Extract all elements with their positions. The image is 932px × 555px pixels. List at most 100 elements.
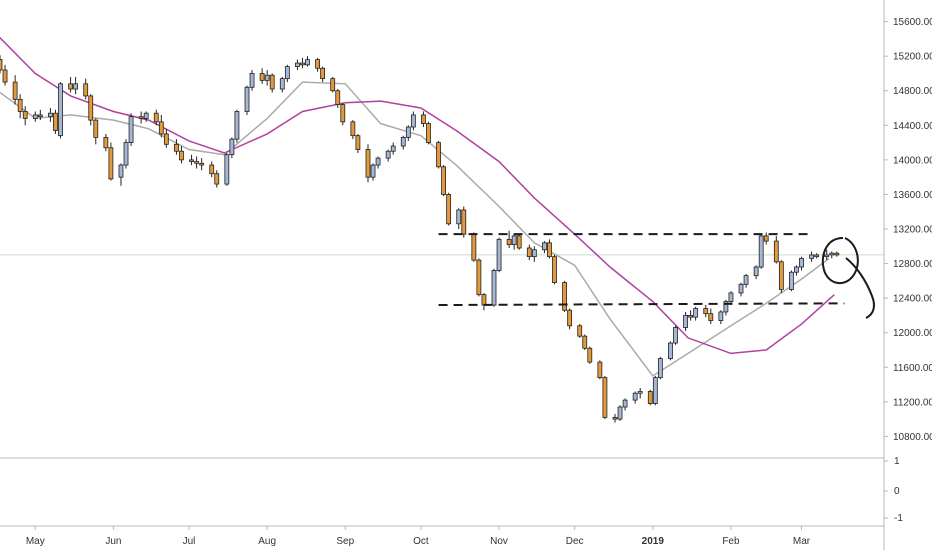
candle-body [158,121,164,135]
candle-body [753,266,759,277]
candle [12,75,18,105]
candle [547,239,552,259]
candle [249,69,255,91]
candle-body [128,116,134,143]
candle-body [264,74,270,81]
candle-body [693,308,699,318]
candle [103,133,109,152]
candle [189,154,194,166]
price-tick-label: 14400.00 [893,121,932,132]
price-tick-label: 14000.00 [893,155,932,166]
candle-body [587,347,593,363]
candle [728,291,734,306]
candle [138,111,144,124]
candle [163,128,169,148]
candle [668,341,673,361]
sub-panel-tick-label: 0 [894,486,900,497]
candle-body [385,150,391,159]
candle [118,163,124,186]
price-tick-label: 12000.00 [893,328,932,339]
candle-body [657,358,663,379]
candle [456,208,462,229]
candle-body [506,238,512,245]
candle [753,265,759,280]
candle-body [118,164,124,178]
candle [269,73,275,93]
candle [158,114,164,138]
candle [199,158,205,171]
candle-body [688,315,694,318]
candle [17,94,23,119]
candles [0,55,840,423]
candle-body [295,62,300,67]
candle-body [562,282,567,311]
candle [350,120,356,140]
candle-body [340,104,346,123]
candle-body [320,67,326,80]
candle [370,163,376,181]
candle-body [446,194,452,225]
candle [587,346,593,364]
candle-body [814,254,820,258]
candle [778,260,784,293]
candle-body [234,111,240,140]
candle-body [123,142,129,166]
candle-body [269,74,275,90]
time-tick-label: 2019 [642,536,665,547]
candle [400,135,406,150]
candle [657,356,663,380]
candle-body [773,240,779,263]
candle-body [471,233,477,261]
candle [426,121,431,145]
candle-body [224,154,230,185]
candle [446,192,452,226]
candle [718,310,724,325]
candle-body [743,275,749,285]
sub-panel-axis: 1 0 -1 [884,456,903,524]
candle-body [370,164,376,178]
candle [652,375,658,406]
candle-body [37,114,43,118]
candle [562,280,567,312]
candle-body [668,342,673,360]
price-tick-label: 12400.00 [893,294,932,305]
candle [123,139,129,169]
candle [637,388,643,399]
candle [471,232,477,262]
candle-body [758,235,764,268]
candle [617,405,623,421]
candle-body [350,121,356,137]
candle [461,206,467,238]
support-dashed-line [438,302,845,307]
candle-body [229,138,235,156]
candle [506,230,512,249]
time-axis[interactable]: May Jun Jul Aug Sep Oct Nov Dec 2019 Feb Mar [26,526,811,547]
candle-body [809,254,814,259]
candle-body [511,235,517,245]
candle-body [68,83,73,90]
candle [612,413,618,423]
candle [582,334,588,350]
candle [153,109,159,126]
price-tick-label: 13200.00 [893,225,932,236]
candle-body [32,114,38,119]
candle-body [673,327,678,344]
candle-body [612,416,618,420]
time-tick-label: Dec [566,536,584,547]
candle [632,391,638,404]
time-tick-label: Feb [722,536,740,547]
candle-body [194,161,199,164]
candle [552,254,557,285]
price-axis[interactable]: 10800.00 11200.00 11600.00 12000.00 12400.00… [884,17,932,443]
candle-body [652,377,658,404]
candle-body [179,150,184,161]
time-tick-label: Sep [336,536,354,547]
candle-body [778,261,784,290]
candle-body [763,235,769,242]
candle-body [834,252,840,256]
moving-averages [0,36,835,377]
candle-body [547,242,552,258]
candle [279,76,285,93]
price-tick-label: 14800.00 [893,86,932,97]
